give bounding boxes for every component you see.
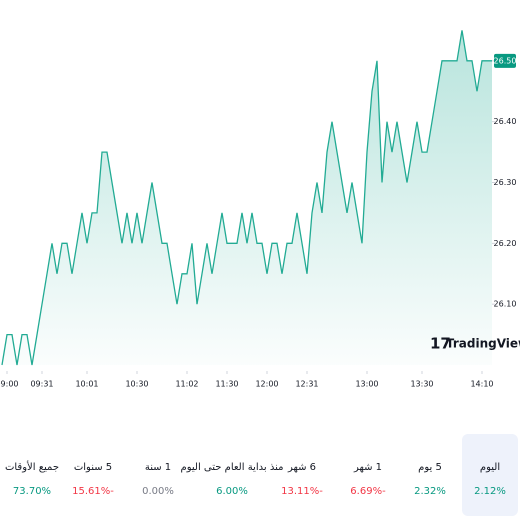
x-tick-label: 09:00: [0, 380, 19, 389]
tab-highlight: [462, 434, 518, 516]
period-name: 1 سنة: [145, 462, 171, 473]
period-tab[interactable]: منذ بداية العام حتى اليوم 6.00%: [181, 462, 284, 497]
x-tick-label: 10:30: [125, 380, 148, 389]
logo[interactable]: 17 TradingView: [430, 335, 520, 353]
period-name: اليوم: [480, 462, 500, 473]
y-tick-label: 26.40: [494, 117, 517, 126]
x-tick-label: 12:31: [295, 380, 318, 389]
x-tick-label: 11:30: [215, 380, 238, 389]
period-change: 6.69%-: [350, 486, 386, 497]
y-tick-label: 26.30: [494, 178, 517, 187]
period-name: 1 شهر: [353, 462, 382, 473]
x-tick-label: 12:00: [255, 380, 278, 389]
x-tick-label: 13:30: [410, 380, 433, 389]
x-tick-label: 10:01: [75, 380, 98, 389]
period-tab[interactable]: 6 شهر 13.11%-: [281, 462, 323, 497]
period-tab[interactable]: 5 سنوات 15.61%-: [72, 462, 114, 497]
period-name: 6 شهر: [287, 462, 316, 473]
x-tick-label: 14:10: [470, 380, 493, 389]
period-tab[interactable]: جميع الأوقات 73.70%: [5, 460, 59, 497]
period-name: منذ بداية العام حتى اليوم: [181, 462, 284, 473]
period-change: 13.11%-: [281, 486, 323, 497]
period-name: 5 سنوات: [74, 462, 112, 473]
logo-mark: 17: [430, 335, 451, 353]
x-tick-label: 11:02: [175, 380, 198, 389]
y-tick-label: 26.10: [494, 300, 517, 309]
period-change: 73.70%: [13, 486, 51, 497]
logo-text: TradingView: [446, 337, 520, 351]
period-change: 0.00%: [142, 486, 174, 497]
period-tab[interactable]: 5 يوم 2.32%: [414, 462, 446, 497]
period-change: 2.32%: [414, 486, 446, 497]
period-tab[interactable]: اليوم 2.12%: [462, 434, 518, 516]
period-tab[interactable]: 1 شهر 6.69%-: [350, 462, 386, 497]
x-tick-label: 13:00: [355, 380, 378, 389]
line: [1, 30, 492, 366]
period-change: 6.00%: [216, 486, 248, 497]
last-price-badge: [494, 53, 516, 68]
y-tick-label: 26.50: [494, 56, 517, 65]
x-tick-label: 09:31: [30, 380, 53, 389]
period-tab[interactable]: 1 سنة 0.00%: [142, 462, 174, 497]
period-change: 15.61%-: [72, 486, 114, 497]
y-tick-label: 26.20: [494, 239, 517, 248]
area: [2, 30, 492, 366]
period-name: جميع الأوقات: [5, 460, 59, 473]
period-name: 5 يوم: [418, 462, 442, 473]
period-change: 2.12%: [474, 486, 506, 497]
